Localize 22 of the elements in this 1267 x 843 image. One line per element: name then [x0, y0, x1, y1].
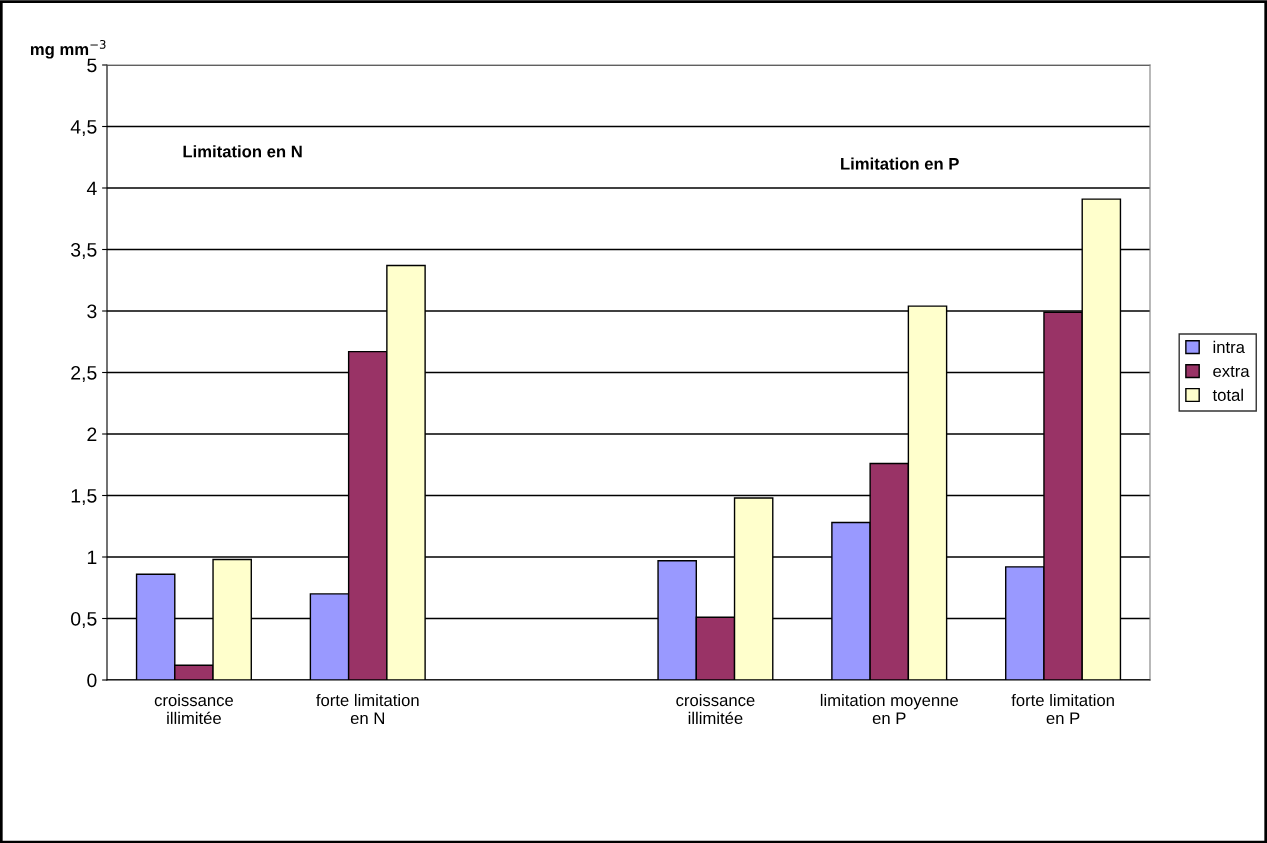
annotation: Limitation en N	[183, 145, 302, 158]
legend-label: extra	[1213, 366, 1250, 378]
y-tick-label: 4,5	[70, 120, 97, 137]
x-tick-label: forte limitation en N	[316, 693, 419, 725]
x-tick-label: croissance illimitée	[676, 693, 755, 725]
y-tick-label: 1	[87, 550, 97, 565]
y-tick-label: 2,5	[71, 365, 97, 383]
x-tick-label: limitation moyenne en P	[820, 693, 958, 725]
legend-label: total	[1212, 388, 1243, 401]
legend-label: intra	[1213, 340, 1245, 354]
y-tick-label: 3	[87, 304, 97, 319]
y-tick-label: 5	[87, 58, 97, 73]
y-tick-label: 0,5	[71, 611, 97, 629]
y-tick-label: 1,5	[71, 489, 97, 506]
y-tick-label: 0	[87, 673, 97, 688]
y-axis-title: mg mm$^{−3}$	[30, 40, 106, 59]
y-tick-label: 4	[86, 181, 97, 196]
x-tick-label: croissance illimitée	[154, 693, 234, 725]
x-tick-label: forte limitation en P	[1011, 693, 1114, 725]
y-tick-label: 3,5	[70, 242, 97, 260]
y-tick-label: 2	[87, 427, 97, 442]
annotation: Limitation en P	[841, 157, 959, 170]
